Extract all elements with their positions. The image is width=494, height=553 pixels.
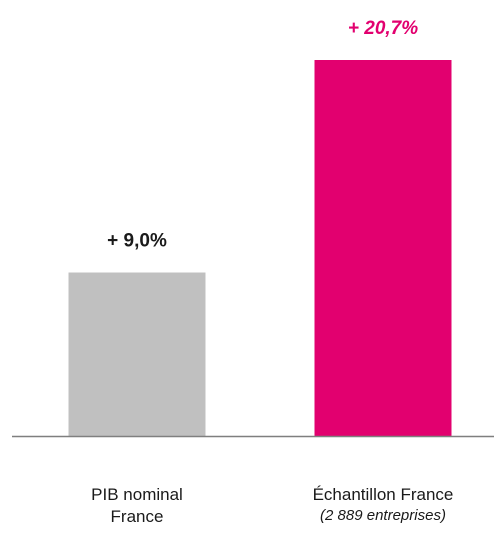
category-label-subtitle: (2 889 entreprises) [320,507,446,524]
bar-2 [314,60,452,436]
value-label-2: + 20,7% [348,18,418,39]
category-label-line-1: Échantillon France [312,485,454,504]
category-label-pib: PIB nominal France [37,484,237,528]
category-label-echantillon: Échantillon France (2 889 entreprises) [283,484,483,526]
value-label-1: + 9,0% [107,231,167,252]
bar-1 [68,272,206,436]
category-label-line-2: France [110,507,164,526]
category-label-line-1: PIB nominal [91,485,183,504]
